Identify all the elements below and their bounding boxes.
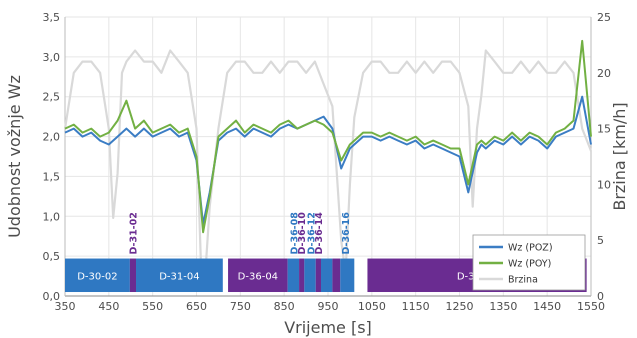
vertical-segment-label: D-36-12: [306, 212, 317, 254]
segment-bar: [228, 258, 288, 293]
x-tick-label: 1050: [358, 300, 386, 313]
x-tick-label: 750: [230, 300, 251, 313]
x-tick-label: 850: [274, 300, 295, 313]
y2-tick-label: 10: [597, 178, 611, 191]
vertical-segment-label: D-36-10: [297, 212, 308, 255]
y2-axis-title: Brzina [km/h]: [610, 102, 629, 210]
series-line-1: [64, 39, 592, 234]
tick-labels: 350 450 550 650 750 850 950 1050 1150 1250 1350 145…: [43, 11, 612, 313]
axes: [64, 17, 592, 297]
y-tick-label: 0,5: [43, 250, 61, 263]
y2-tick-label: 25: [597, 11, 611, 24]
legend: Wz (POZ) Wz (POY) Brzina: [472, 234, 586, 291]
vertical-segment-label: D-31-02: [128, 212, 139, 254]
segment-bar: [320, 258, 333, 293]
x-tick-label: 450: [98, 300, 119, 313]
x-tick-label: 1250: [446, 300, 474, 313]
y-tick-label: 3,5: [43, 11, 61, 24]
segment-label: D-36-04: [238, 271, 278, 282]
y-tick-label: 2,5: [43, 91, 61, 104]
legend-entry: Wz (POY): [508, 259, 551, 270]
x-tick-label: 1450: [533, 300, 561, 313]
x-tick-label: 1350: [489, 300, 517, 313]
segment-bar: [129, 258, 137, 293]
y-axis-title: Udobnost vožnje Wz: [5, 75, 24, 238]
y2-tick-label: 15: [597, 123, 611, 136]
x-tick-label: 350: [55, 300, 76, 313]
x-axis-title: Vrijeme [s]: [284, 318, 372, 337]
y2-tick-label: 0: [597, 290, 604, 303]
segment-label: D-30-02: [77, 271, 117, 282]
y2-tick-label: 20: [597, 67, 611, 80]
segment-bar: [65, 258, 130, 293]
series-line-0: [64, 95, 592, 226]
y-tick-label: 1,5: [43, 170, 61, 183]
vertical-segment-label: D-36-14: [314, 212, 325, 255]
segment-bar: [299, 258, 305, 293]
x-tick-label: 650: [186, 300, 207, 313]
x-tick-label: 550: [142, 300, 163, 313]
segment-bar: [340, 258, 355, 293]
series-line-2: [63, 49, 593, 275]
x-tick-label: 1150: [402, 300, 430, 313]
y-tick-label: 2,0: [43, 131, 61, 144]
x-tick-label: 1550: [577, 300, 605, 313]
series-layer: [63, 39, 593, 275]
legend-entry: Wz (POZ): [508, 243, 553, 254]
vertical-segment-label: D-36-16: [341, 212, 352, 255]
segment-label: D-31-04: [159, 271, 199, 282]
segment-bar: [136, 258, 223, 293]
segment-bar: [287, 258, 300, 293]
segment-vertical-labels: D-31-02 D-36-08D-36-10D-36-12D-36-14 D-36-…: [128, 212, 352, 255]
y-tick-label: 3,0: [43, 51, 61, 64]
legend-entry: Brzina: [508, 275, 538, 286]
vertical-segment-label: D-36-08: [289, 212, 300, 255]
x-tick-label: 950: [318, 300, 339, 313]
segment-bar: [304, 258, 316, 293]
y2-tick-label: 5: [597, 234, 604, 247]
y-tick-label: 1,0: [43, 210, 61, 223]
segment-bar: [332, 258, 341, 293]
segment-bar: [315, 258, 321, 293]
y-tick-label: 0,0: [43, 290, 61, 303]
